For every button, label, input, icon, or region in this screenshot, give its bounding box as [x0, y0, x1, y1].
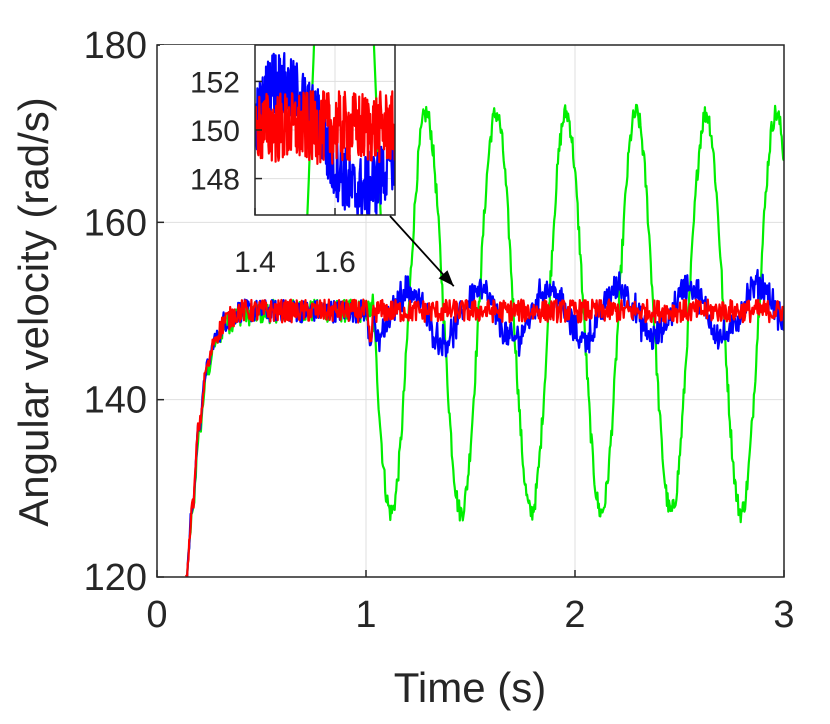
inset-label-backing [160, 45, 255, 215]
annotation-arrow-head [438, 270, 454, 287]
main-x-tick-label: 3 [773, 594, 794, 636]
series-red-line [185, 298, 784, 577]
main-axes-frame [156, 44, 785, 578]
main-y-tick-label: 160 [84, 202, 147, 244]
main-x-tick-label: 1 [355, 594, 376, 636]
main-y-tick-label: 120 [84, 557, 147, 599]
inset-x-tick-label: 1.4 [234, 246, 276, 279]
inset-series-red-line [255, 90, 395, 165]
inset-y-tick-label: 148 [190, 164, 240, 197]
main-y-tick-label: 180 [84, 25, 147, 67]
y-axis-label: Angular velocity (rad/s) [10, 97, 57, 527]
inset-y-tick-label: 150 [190, 115, 240, 148]
main-y-tick-label: 140 [84, 380, 147, 422]
inset-y-tick-label: 152 [190, 66, 240, 99]
inset-x-tick-label: 1.6 [314, 246, 356, 279]
inset-plot: 1.4 1.6 148 150 152 [160, 44, 455, 287]
x-axis-label: Time (s) [394, 664, 546, 711]
main-x-tick-label: 0 [146, 594, 167, 636]
main-x-tick-label: 2 [564, 594, 585, 636]
